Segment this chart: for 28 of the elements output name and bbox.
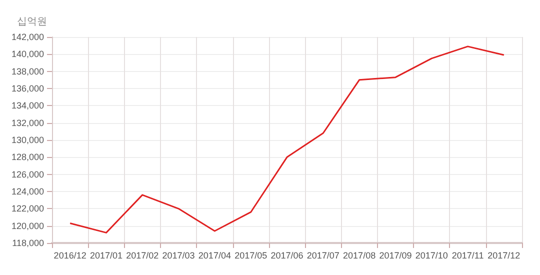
y-axis-title: 십억원 bbox=[17, 16, 47, 28]
x-tick-label: 2017/11 bbox=[452, 250, 484, 260]
x-tick-label: 2017/09 bbox=[379, 250, 412, 260]
y-tick-label: 118,000 bbox=[12, 238, 44, 248]
y-tick-label: 122,000 bbox=[11, 204, 44, 214]
x-tick-label: 2016/12 bbox=[54, 250, 86, 260]
x-tick-label: 2017/03 bbox=[162, 250, 195, 260]
y-tick-label: 142,000 bbox=[11, 32, 44, 42]
x-tick-label: 2017/04 bbox=[198, 250, 231, 260]
x-tick-label: 2017/12 bbox=[488, 250, 520, 260]
y-tick-label: 140,000 bbox=[11, 49, 44, 60]
x-tick-label: 2017/08 bbox=[343, 250, 376, 260]
y-tick-label: 134,000 bbox=[11, 100, 44, 111]
y-tick-label: 124,000 bbox=[11, 186, 44, 196]
y-tick-label: 120,000 bbox=[11, 220, 44, 231]
x-tick-label: 2017/05 bbox=[234, 250, 268, 260]
x-tick-label: 2017/10 bbox=[415, 250, 448, 260]
x-tick-label: 2017/06 bbox=[270, 250, 304, 260]
x-tick-label: 2017/01 bbox=[90, 250, 123, 260]
y-tick-label: 132,000 bbox=[11, 118, 44, 128]
y-tick-label: 138,000 bbox=[11, 66, 44, 76]
y-tick-label: 130,000 bbox=[11, 135, 44, 145]
y-tick-label: 128,000 bbox=[11, 152, 44, 162]
y-tick-label: 136,000 bbox=[11, 84, 44, 94]
x-tick-label: 2017/02 bbox=[126, 250, 159, 260]
x-tick-label: 2017/07 bbox=[306, 250, 340, 260]
y-tick-label: 126,000 bbox=[11, 169, 44, 180]
line-series bbox=[69, 46, 505, 234]
